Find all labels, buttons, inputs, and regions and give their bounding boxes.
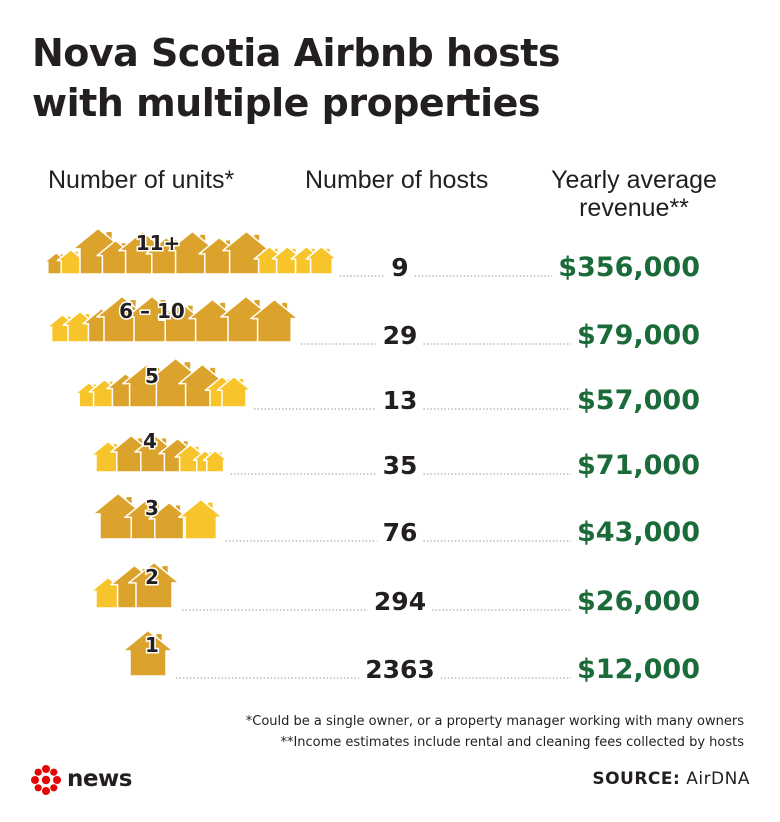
units-column-header: Number of units*	[48, 166, 235, 194]
hosts-value: 35	[383, 451, 418, 480]
hosts-value: 9	[391, 253, 408, 282]
revenue-value: $57,000	[577, 385, 700, 416]
source-label: SOURCE:	[592, 769, 681, 789]
logo-news-text: news	[67, 766, 132, 792]
hosts-value: 294	[374, 587, 426, 616]
footnote-owner: *Could be a single owner, or a property …	[245, 714, 744, 729]
units-label: 4	[143, 429, 157, 453]
hosts-column-header: Number of hosts	[305, 166, 489, 194]
footnote-income: **Income estimates include rental and cl…	[280, 735, 744, 750]
units-label: 3	[145, 496, 159, 520]
house-icon	[148, 501, 191, 540]
units-label: 11+	[136, 231, 181, 255]
revenue-column-header: Yearly average revenue**	[534, 166, 734, 222]
revenue-value: $356,000	[558, 252, 700, 283]
house-icon	[178, 498, 224, 540]
revenue-value: $26,000	[577, 586, 700, 617]
units-label: 5	[145, 364, 159, 388]
house-icon	[250, 298, 299, 343]
hosts-value: 13	[383, 386, 418, 415]
units-label: 1	[145, 633, 159, 657]
units-label: 2	[145, 565, 159, 589]
house-icon	[122, 629, 174, 677]
house-icon	[305, 245, 338, 275]
revenue-header-line-2: revenue**	[579, 194, 689, 222]
source-value: AirDNA	[686, 769, 750, 789]
revenue-value: $79,000	[577, 320, 700, 351]
house-icon	[216, 375, 252, 408]
page-title: Nova Scotia Airbnb hosts with multiple p…	[32, 28, 752, 128]
cbc-gem-icon	[31, 765, 61, 795]
revenue-header-line-1: Yearly average	[551, 166, 717, 194]
title-line-2: with multiple properties	[32, 81, 541, 125]
revenue-value: $43,000	[577, 517, 700, 548]
revenue-value: $71,000	[577, 450, 700, 481]
units-label: 6 – 10	[119, 299, 185, 323]
hosts-value: 2363	[365, 655, 435, 684]
hosts-value: 29	[383, 321, 418, 350]
house-icon	[128, 561, 180, 609]
hosts-value: 76	[383, 518, 418, 547]
title-line-1: Nova Scotia Airbnb hosts	[32, 31, 561, 75]
house-icon	[202, 449, 228, 473]
source-credit: SOURCE: AirDNA	[592, 769, 750, 789]
revenue-value: $12,000	[577, 654, 700, 685]
